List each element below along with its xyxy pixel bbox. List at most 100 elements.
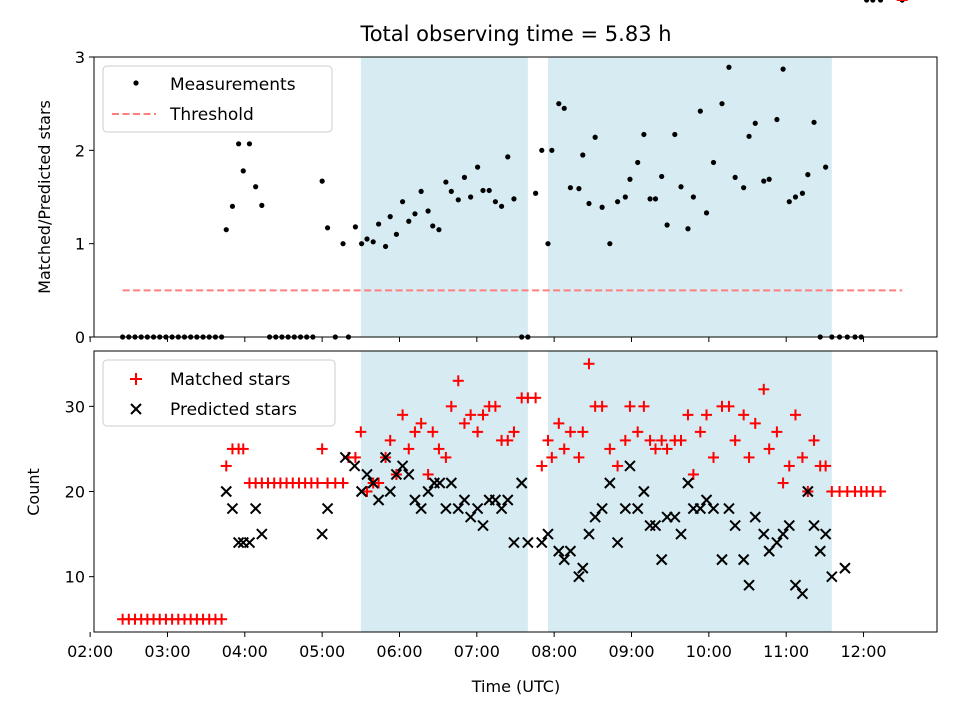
measurement-point <box>468 194 474 200</box>
predicted-point <box>464 511 477 523</box>
shaded-interval-0 <box>360 351 528 632</box>
predicted-point <box>638 485 650 498</box>
measurement-point <box>259 202 265 208</box>
predicted-point <box>522 536 534 549</box>
measurement-point <box>864 0 870 3</box>
matched-point <box>489 400 501 412</box>
predicted-point <box>789 579 802 591</box>
matched-point <box>316 443 328 455</box>
predicted-point <box>611 536 624 549</box>
matched-point <box>458 417 470 429</box>
matched-point <box>403 443 415 455</box>
matched-point <box>796 451 808 463</box>
predicted-point <box>716 553 728 566</box>
measurement-point <box>406 218 412 224</box>
measurement-point <box>319 178 325 184</box>
legend-matched-marker <box>130 373 142 385</box>
predicted-point <box>700 494 713 506</box>
measurement-point <box>498 203 505 209</box>
predicted-point <box>515 477 528 489</box>
predicted-point <box>489 494 502 506</box>
predicted-point <box>316 528 328 540</box>
predicted-point <box>452 502 464 515</box>
measurement-point <box>766 176 772 182</box>
predicted-point <box>707 502 720 515</box>
predicted-point <box>321 502 334 515</box>
predicted-point <box>355 485 368 498</box>
measurement-point <box>792 194 799 200</box>
measurement-point <box>586 200 592 207</box>
measurement-point <box>614 199 621 205</box>
top-y-tick-label: 3 <box>75 48 85 67</box>
x-tick-label: 02:00 <box>67 642 113 661</box>
predicted-point <box>434 477 446 489</box>
x-tick-label: 05:00 <box>299 642 345 661</box>
measurement-point <box>823 164 829 170</box>
predicted-point <box>771 536 783 549</box>
measurement-point <box>690 194 696 200</box>
matched-point <box>355 426 367 438</box>
measurement-point <box>799 190 806 196</box>
measurement-point <box>382 243 389 250</box>
predicted-point <box>596 502 608 515</box>
predicted-point <box>445 477 458 489</box>
measurement-point <box>436 227 442 233</box>
matched-point <box>573 451 585 463</box>
predicted-point <box>553 545 565 557</box>
measurement-point <box>425 208 431 214</box>
measurement-point <box>549 147 555 153</box>
matched-point <box>624 400 636 412</box>
measurement-point <box>719 101 725 107</box>
top-y-tick-label: 2 <box>75 141 85 160</box>
predicted-point <box>256 528 268 540</box>
predicted-point <box>536 536 548 549</box>
legend-measurements-marker <box>133 80 139 86</box>
bottom-y-ticks: 10 20 30 <box>65 397 94 587</box>
bottom-y-tick-label: 30 <box>65 397 85 416</box>
predicted-point <box>471 502 484 515</box>
matched-point <box>452 375 464 387</box>
measurement-point <box>607 241 613 247</box>
shaded-interval-1 <box>547 351 832 632</box>
predicted-point <box>243 536 256 549</box>
measurement-point <box>576 186 582 192</box>
measurement-point <box>599 204 605 210</box>
measurement-point <box>492 199 498 205</box>
predicted-point <box>390 468 403 481</box>
measurement-point <box>236 141 242 147</box>
matched-point <box>415 417 427 429</box>
x-tick-label: 12:00 <box>840 642 886 661</box>
predicted-point <box>783 519 795 532</box>
bottom-y-axis-label: Count <box>24 468 43 516</box>
predicted-point <box>339 451 352 464</box>
predicted-point <box>440 502 452 515</box>
x-tick-label: 06:00 <box>376 642 422 661</box>
bottom-y-tick-label: 10 <box>65 568 85 587</box>
predicted-point <box>384 485 396 498</box>
predicted-point <box>589 511 601 523</box>
predicted-point <box>839 562 851 574</box>
matched-point <box>701 409 713 421</box>
measurement-point <box>752 120 758 126</box>
matched-point <box>723 400 735 412</box>
measurement-point <box>393 231 399 237</box>
matched-point <box>445 400 457 412</box>
top-plot-frame <box>93 56 938 338</box>
measurement-point <box>223 227 229 233</box>
shaded-interval-0 <box>360 57 528 337</box>
measurement-point <box>678 184 684 190</box>
predicted-point <box>649 519 662 532</box>
measurement-point <box>475 164 481 170</box>
measurement-point <box>627 176 633 182</box>
predicted-point <box>249 502 262 515</box>
measurement-point <box>774 116 780 123</box>
predicted-point <box>624 460 636 472</box>
legend-predicted-marker <box>130 403 142 415</box>
bottom-x-ticks: 02:00 03:00 04:00 05:00 06:00 07:00 08:00 09:00… <box>67 632 887 661</box>
predicted-point <box>583 528 595 540</box>
predicted-point <box>743 579 755 591</box>
matched-point <box>743 451 755 463</box>
matched-point <box>397 409 409 421</box>
matched-point <box>542 434 554 446</box>
predicted-point <box>577 562 589 574</box>
